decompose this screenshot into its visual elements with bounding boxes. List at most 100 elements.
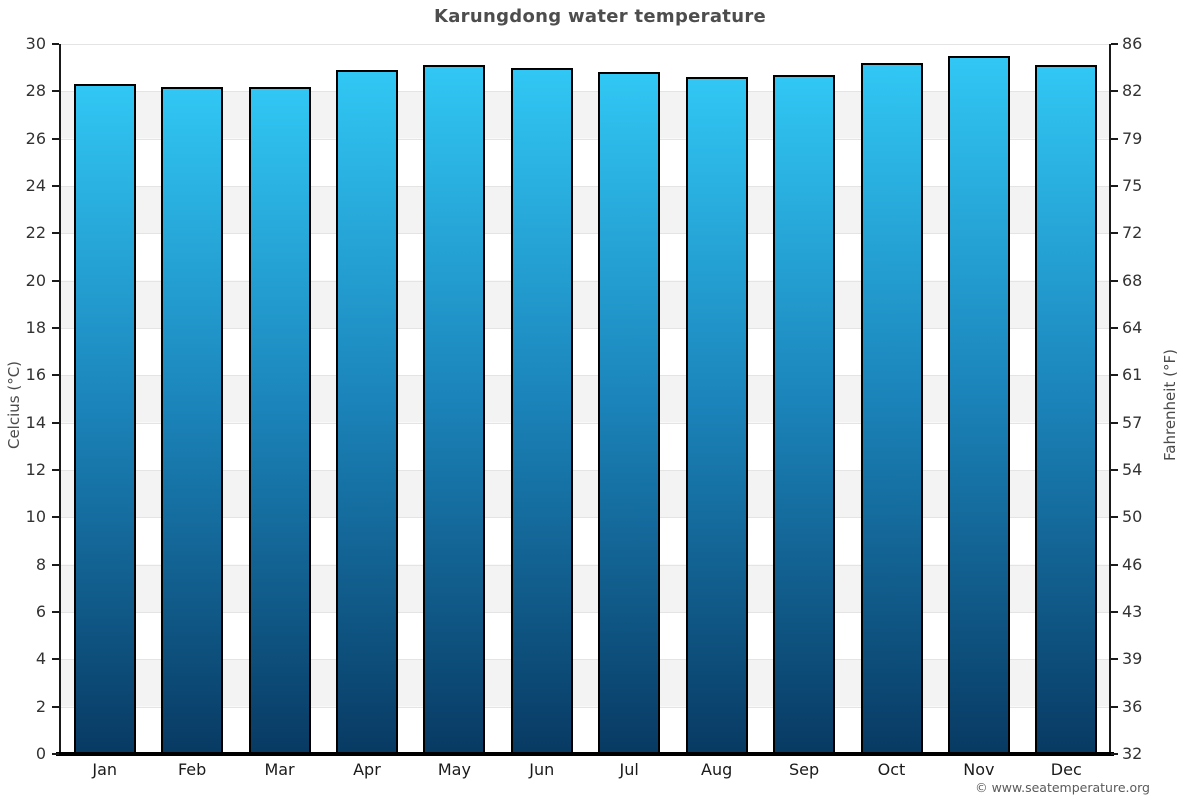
x-axis-spine bbox=[56, 752, 1114, 756]
y-tick-label-celsius-4: 4 bbox=[35, 649, 46, 669]
y-tick-right-39 bbox=[1111, 658, 1118, 661]
copyright-watermark: © www.seatemperature.org bbox=[975, 780, 1150, 795]
y-axis-right-spine bbox=[1109, 44, 1111, 754]
bar-slot-mar bbox=[236, 44, 323, 754]
y-tick-label-celsius-10: 10 bbox=[25, 507, 46, 527]
y-axis-left-title: Celcius (°C) bbox=[5, 360, 23, 450]
bar-slot-aug bbox=[673, 44, 760, 754]
y-tick-label-fahrenheit-50: 50 bbox=[1122, 507, 1143, 527]
y-tick-left-6 bbox=[52, 611, 59, 613]
x-tick-label-sep: Sep bbox=[788, 760, 820, 779]
x-tick-label-may: May bbox=[437, 760, 471, 779]
y-tick-label-fahrenheit-36: 36 bbox=[1122, 696, 1143, 716]
y-axis-left-spine bbox=[59, 44, 61, 754]
gridline-10 bbox=[61, 517, 1110, 519]
bar-feb bbox=[161, 86, 224, 754]
gridline-28 bbox=[61, 91, 1110, 93]
x-tick-label-aug: Aug bbox=[701, 760, 733, 779]
y-tick-label-fahrenheit-86: 86 bbox=[1122, 34, 1143, 53]
y-tick-label-celsius-12: 12 bbox=[25, 460, 46, 479]
gridline-8 bbox=[61, 564, 1110, 566]
x-tick-label-jan: Jan bbox=[92, 760, 118, 779]
y-tick-right-54 bbox=[1111, 469, 1118, 471]
bar-mar bbox=[248, 86, 311, 754]
y-tick-left-2 bbox=[52, 705, 59, 708]
y-tick-label-fahrenheit-64: 64 bbox=[1122, 318, 1143, 337]
y-tick-right-82 bbox=[1111, 90, 1118, 93]
bar-slot-jun bbox=[498, 44, 585, 754]
bar-slot-jan bbox=[61, 44, 148, 754]
gridline-20 bbox=[61, 280, 1110, 282]
y-tick-label-celsius-30: 30 bbox=[25, 34, 46, 53]
y-tick-left-4 bbox=[52, 658, 59, 661]
y-tick-right-43 bbox=[1111, 611, 1118, 613]
y-tick-left-24 bbox=[52, 185, 59, 187]
x-tick-label-jul: Jul bbox=[619, 760, 639, 779]
y-tick-label-celsius-24: 24 bbox=[25, 176, 46, 195]
gridline-12 bbox=[61, 470, 1110, 471]
y-tick-label-celsius-14: 14 bbox=[25, 412, 46, 432]
bar-slot-sep bbox=[760, 44, 847, 754]
gridline-4 bbox=[61, 659, 1110, 661]
y-tick-label-celsius-26: 26 bbox=[25, 128, 46, 148]
bar-slot-jul bbox=[586, 44, 673, 754]
bar-slot-feb bbox=[148, 44, 235, 754]
y-tick-left-16 bbox=[52, 374, 59, 377]
y-tick-left-30 bbox=[52, 43, 59, 45]
x-tick-label-apr: Apr bbox=[353, 760, 381, 779]
y-tick-right-32 bbox=[1111, 753, 1118, 755]
y-tick-label-celsius-2: 2 bbox=[35, 696, 46, 716]
y-tick-label-celsius-16: 16 bbox=[25, 365, 46, 385]
plot-area bbox=[61, 44, 1110, 754]
y-tick-label-fahrenheit-68: 68 bbox=[1122, 270, 1143, 290]
y-tick-left-10 bbox=[52, 516, 59, 519]
x-tick-label-dec: Dec bbox=[1050, 760, 1082, 779]
y-tick-label-fahrenheit-75: 75 bbox=[1122, 176, 1143, 195]
bar-jan bbox=[73, 84, 136, 754]
y-tick-right-75 bbox=[1111, 185, 1118, 187]
y-tick-left-18 bbox=[52, 327, 59, 329]
bars-layer bbox=[61, 44, 1110, 754]
y-tick-right-72 bbox=[1111, 232, 1118, 235]
bar-may bbox=[423, 65, 486, 754]
bar-slot-may bbox=[411, 44, 498, 754]
gridline-30 bbox=[61, 44, 1110, 45]
y-tick-label-fahrenheit-72: 72 bbox=[1122, 223, 1143, 243]
y-tick-label-celsius-0: 0 bbox=[35, 744, 46, 763]
y-tick-label-fahrenheit-32: 32 bbox=[1122, 744, 1143, 763]
y-tick-label-celsius-8: 8 bbox=[35, 554, 46, 574]
y-tick-label-fahrenheit-54: 54 bbox=[1122, 460, 1143, 479]
y-tick-label-celsius-18: 18 bbox=[25, 318, 46, 337]
bar-aug bbox=[685, 77, 748, 754]
y-tick-left-22 bbox=[52, 232, 59, 235]
gridline-2 bbox=[61, 706, 1110, 708]
y-tick-label-fahrenheit-79: 79 bbox=[1122, 128, 1143, 148]
y-tick-left-20 bbox=[52, 279, 59, 282]
bar-jun bbox=[510, 67, 573, 754]
bar-apr bbox=[335, 70, 398, 754]
y-tick-right-50 bbox=[1111, 516, 1118, 519]
y-tick-right-64 bbox=[1111, 327, 1118, 329]
bar-dec bbox=[1035, 65, 1098, 754]
y-tick-right-46 bbox=[1111, 563, 1118, 566]
y-tick-left-0 bbox=[52, 753, 59, 755]
bar-slot-nov bbox=[935, 44, 1022, 754]
gridline-14 bbox=[61, 422, 1110, 424]
y-tick-label-fahrenheit-43: 43 bbox=[1122, 602, 1143, 621]
y-tick-left-8 bbox=[52, 563, 59, 566]
y-tick-label-celsius-22: 22 bbox=[25, 223, 46, 243]
y-tick-right-79 bbox=[1111, 137, 1118, 140]
bar-oct bbox=[860, 62, 923, 754]
gridline-24 bbox=[61, 186, 1110, 187]
y-tick-left-28 bbox=[52, 90, 59, 93]
y-tick-label-celsius-6: 6 bbox=[35, 602, 46, 621]
bar-slot-oct bbox=[848, 44, 935, 754]
y-axis-right-title: Fahrenheit (°F) bbox=[1161, 349, 1179, 461]
x-tick-label-nov: Nov bbox=[963, 760, 995, 779]
gridline-22 bbox=[61, 233, 1110, 235]
x-tick-label-mar: Mar bbox=[264, 760, 295, 779]
gridline-26 bbox=[61, 138, 1110, 140]
y-tick-right-61 bbox=[1111, 374, 1118, 377]
x-tick-label-jun: Jun bbox=[529, 760, 555, 779]
